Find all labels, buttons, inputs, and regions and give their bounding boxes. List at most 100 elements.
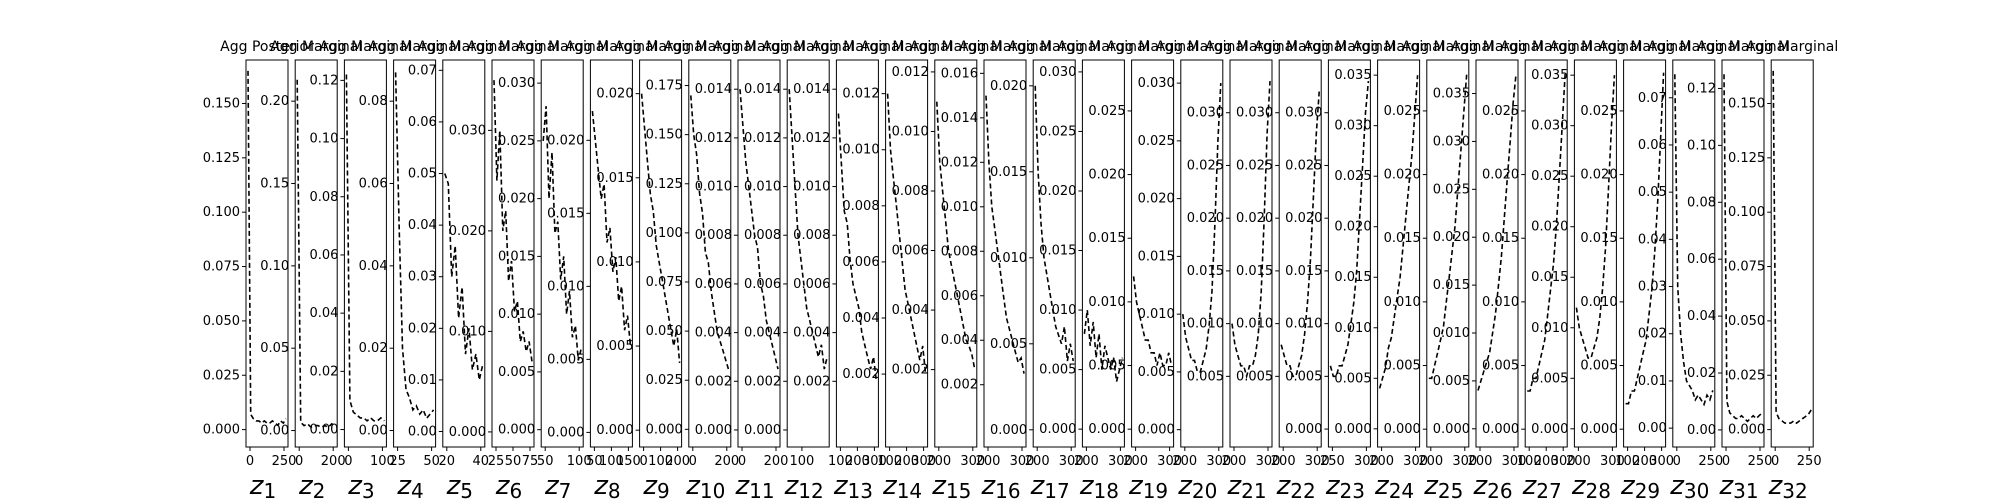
y-tick-label: 0.030 — [1187, 106, 1224, 121]
x-axis-label: z11 — [734, 471, 774, 500]
plot-frame — [688, 59, 732, 448]
series-line — [1428, 72, 1468, 380]
y-tick-label: 0.006 — [941, 289, 978, 304]
y-tick-label: 0.015 — [1236, 264, 1273, 279]
x-axis-label-subscript: 1 — [263, 479, 276, 500]
y-tick-label: 0.005 — [498, 365, 535, 380]
x-tick-label: 300 — [1452, 454, 1477, 469]
x-tick-label: 100 — [599, 454, 624, 469]
y-tick-label: 0.000 — [1580, 422, 1617, 437]
y-tick-label: 0.00 — [1687, 423, 1716, 438]
x-axis-label: z25 — [1423, 471, 1463, 500]
y-tick-label: 0.005 — [1531, 371, 1568, 386]
x-axis-label: z14 — [882, 471, 922, 500]
y-tick-label: 0.035 — [1531, 68, 1568, 83]
y-tick-label: 0.04 — [408, 218, 437, 233]
panel-title: Agg Marginal — [1697, 39, 1789, 55]
y-tick-label: 0.012 — [892, 65, 929, 80]
x-axis-label-z: z — [833, 471, 849, 500]
y-tick-label: 0.000 — [744, 423, 781, 438]
x-axis-label: z13 — [833, 471, 873, 500]
y-tick-label: 0.06 — [309, 248, 338, 263]
y-tick-label: 0.002 — [941, 378, 978, 393]
series-line — [640, 93, 681, 363]
y-tick-label: 0.075 — [203, 260, 240, 275]
series-line — [739, 89, 779, 370]
x-axis-label: z20 — [1177, 471, 1217, 500]
series-line — [591, 111, 632, 345]
x-axis-label-z: z — [544, 471, 560, 500]
y-tick-label: 0.005 — [1482, 359, 1519, 374]
y-tick-label: 0.025 — [1285, 158, 1322, 173]
y-tick-label: 0.005 — [1384, 359, 1421, 374]
x-tick-label: 100 — [828, 454, 853, 469]
x-tick-label: 300 — [1256, 454, 1281, 469]
y-tick-label: 0.100 — [203, 205, 240, 220]
x-axis-label-z: z — [1423, 471, 1439, 500]
series-line — [1772, 70, 1812, 425]
x-tick-label: 0 — [639, 454, 647, 469]
y-tick-label: 0.004 — [744, 326, 781, 341]
x-tick-label: 200 — [1566, 454, 1591, 469]
y-tick-label: 0.020 — [990, 79, 1027, 94]
panel-title: Agg Marginal — [418, 39, 510, 55]
x-axis-label-subscript: 19 — [1143, 479, 1168, 500]
x-axis-label-subscript: 10 — [700, 479, 725, 500]
y-tick-label: 0.025 — [1580, 104, 1617, 119]
y-tick-label: 0.04 — [1638, 232, 1667, 247]
subplot-24: 0.000 0.005 0.010 0.015 0.020 0.025 0.030 0.035… — [1334, 39, 1444, 503]
x-axis-label-subscript: 16 — [995, 479, 1020, 500]
x-tick-label: 0 — [1771, 454, 1779, 469]
y-tick-label: 0.005 — [1138, 365, 1175, 380]
x-axis-label-subscript: 26 — [1487, 479, 1512, 500]
panel-title: Agg Marginal — [664, 39, 756, 55]
y-tick-label: 0.008 — [941, 244, 978, 259]
y-tick-label: 0.010 — [793, 180, 830, 195]
x-axis-label-subscript: 8 — [608, 479, 621, 500]
x-axis-label-subscript: 23 — [1340, 479, 1365, 500]
x-axis-label-subscript: 18 — [1094, 479, 1119, 500]
y-tick-label: 0.025 — [1138, 134, 1175, 149]
x-tick-label: 50 — [586, 454, 603, 469]
series-line — [1575, 75, 1616, 359]
y-tick-label: 0.150 — [1728, 96, 1765, 111]
x-tick-label: 200 — [1632, 454, 1657, 469]
plot-frame — [1131, 59, 1175, 448]
y-tick-label: 0.012 — [695, 131, 732, 146]
y-tick-label: 0.025 — [1088, 104, 1125, 119]
x-axis-label: z24 — [1374, 471, 1414, 500]
plot-frame — [786, 59, 830, 448]
y-tick-label: 0.012 — [842, 87, 879, 102]
panel-title: Agg Marginal — [319, 39, 411, 55]
y-tick-label: 0.015 — [547, 206, 584, 221]
series-line — [1723, 74, 1763, 423]
plot-frame — [835, 59, 879, 448]
x-tick-label: 50 — [423, 454, 440, 469]
y-tick-label: 0.000 — [1384, 422, 1421, 437]
y-tick-label: 0.025 — [203, 368, 240, 383]
x-axis-label-subscript: 14 — [897, 479, 922, 500]
panel-title: Agg Marginal — [369, 39, 461, 55]
y-tick-label: 0.07 — [1638, 91, 1667, 106]
y-tick-label: 0.000 — [498, 423, 535, 438]
panel-title: Agg Marginal — [713, 39, 805, 55]
x-tick-label: 300 — [1551, 454, 1576, 469]
y-tick-label: 0.075 — [1728, 260, 1765, 275]
y-tick-label: 0.000 — [449, 425, 486, 440]
y-tick-label: 0.008 — [793, 228, 830, 243]
x-tick-label: 250 — [272, 454, 297, 469]
y-tick-label: 0.030 — [1285, 106, 1322, 121]
y-tick-label: 0.015 — [498, 249, 535, 264]
x-tick-label: 0 — [246, 454, 254, 469]
y-tick-label: 0.010 — [892, 124, 929, 139]
y-tick-label: 0.010 — [449, 324, 486, 339]
x-tick-label: 0 — [738, 454, 746, 469]
panel-title: Agg Marginal — [1599, 39, 1691, 55]
plot-frame — [983, 59, 1027, 448]
plot-frame — [934, 59, 978, 448]
series-line — [247, 70, 287, 427]
x-tick-label: 300 — [1600, 454, 1625, 469]
